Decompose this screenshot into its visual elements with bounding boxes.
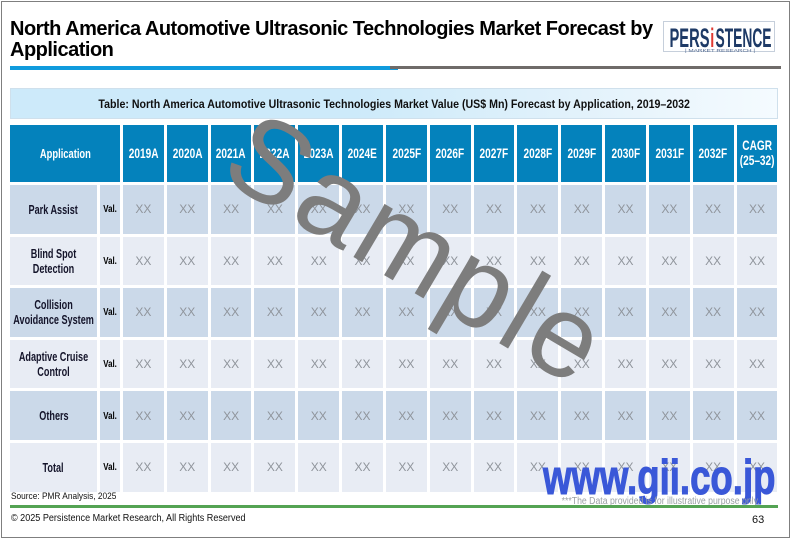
svg-text:PERS: PERS [670, 23, 710, 53]
svg-text:STENCE: STENCE [716, 23, 772, 53]
svg-text:| MARKET RESEARCH |: | MARKET RESEARCH | [685, 48, 755, 53]
svg-text:i: i [710, 23, 714, 53]
